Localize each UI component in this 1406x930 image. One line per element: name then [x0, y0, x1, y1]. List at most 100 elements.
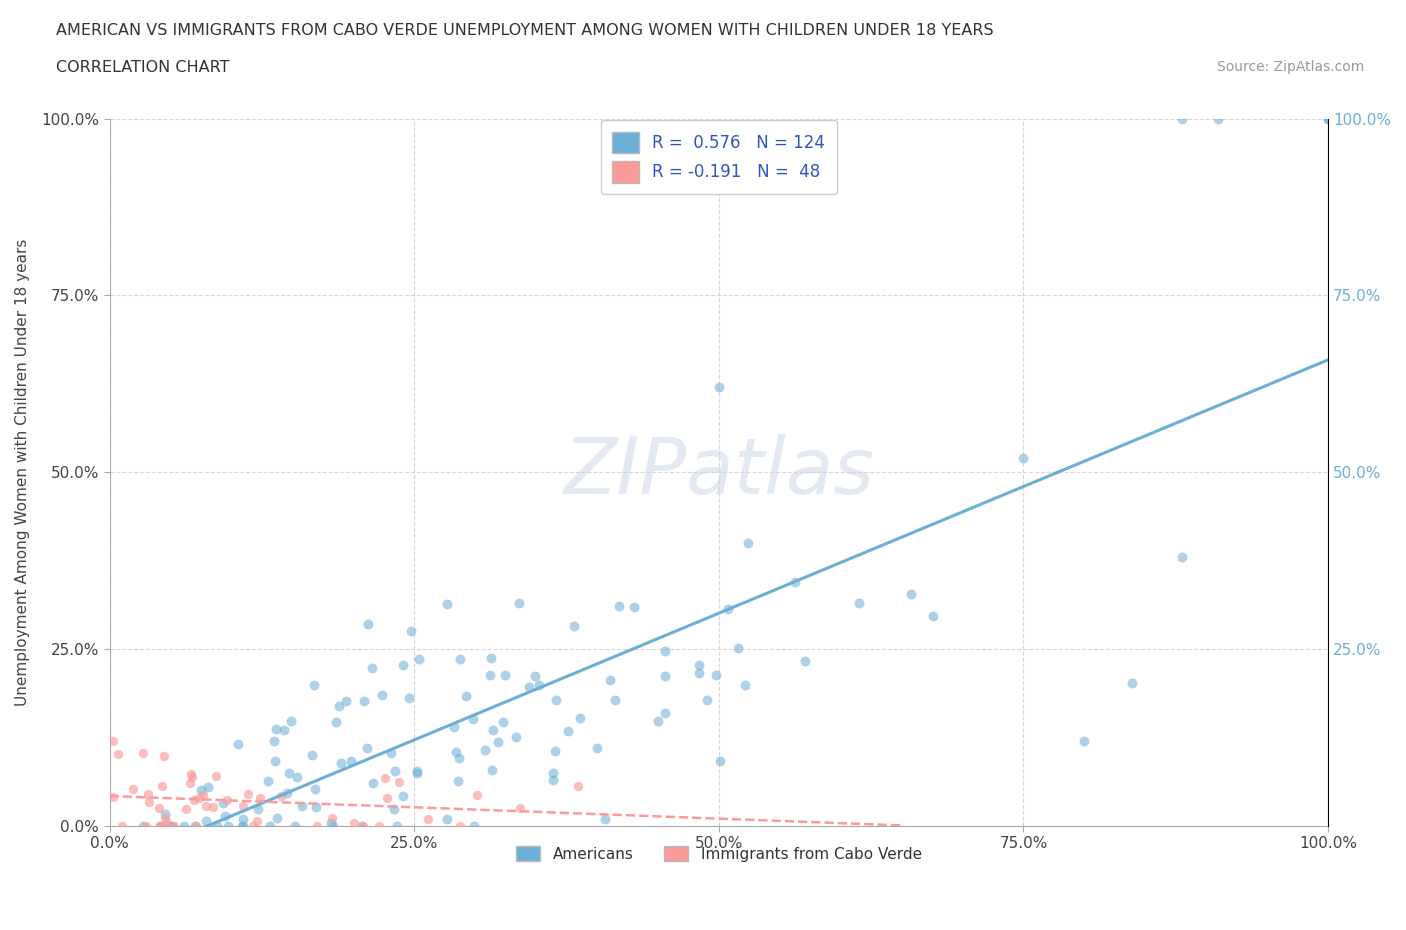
Point	[302, 677, 325, 692]
Point	[380, 745, 402, 760]
Point	[505, 730, 527, 745]
Point	[135, 818, 157, 833]
Point	[654, 669, 676, 684]
Point	[184, 818, 207, 833]
Point	[623, 600, 645, 615]
Text: CORRELATION CHART: CORRELATION CHART	[56, 60, 229, 75]
Point	[1121, 675, 1143, 690]
Point	[727, 641, 749, 656]
Point	[122, 781, 145, 796]
Point	[319, 816, 342, 830]
Point	[557, 724, 579, 738]
Point	[340, 754, 363, 769]
Point	[163, 818, 186, 833]
Point	[285, 770, 308, 785]
Point	[454, 688, 477, 703]
Point	[371, 687, 394, 702]
Point	[249, 790, 271, 805]
Point	[266, 810, 288, 825]
Point	[174, 802, 197, 817]
Point	[737, 536, 759, 551]
Point	[443, 719, 465, 734]
Point	[654, 644, 676, 658]
Point	[385, 818, 408, 833]
Point	[709, 753, 731, 768]
Point	[193, 788, 215, 803]
Point	[567, 778, 589, 793]
Point	[447, 773, 470, 788]
Point	[322, 818, 344, 833]
Point	[408, 652, 430, 667]
Point	[194, 798, 217, 813]
Point	[160, 818, 183, 833]
Point	[388, 775, 411, 790]
Point	[257, 774, 280, 789]
Point	[1208, 112, 1230, 126]
Point	[247, 802, 270, 817]
Point	[696, 693, 718, 708]
Point	[278, 765, 301, 780]
Point	[270, 789, 292, 804]
Point	[848, 595, 870, 610]
Point	[197, 779, 219, 794]
Point	[111, 818, 134, 833]
Point	[688, 658, 710, 672]
Point	[152, 749, 174, 764]
Text: ZIPatlas: ZIPatlas	[564, 434, 875, 511]
Text: AMERICAN VS IMMIGRANTS FROM CABO VERDE UNEMPLOYMENT AMONG WOMEN WITH CHILDREN UN: AMERICAN VS IMMIGRANTS FROM CABO VERDE U…	[56, 23, 994, 38]
Point	[508, 596, 530, 611]
Point	[136, 786, 159, 801]
Point	[374, 771, 396, 786]
Point	[524, 669, 547, 684]
Point	[335, 693, 357, 708]
Point	[900, 587, 922, 602]
Point	[405, 764, 427, 778]
Point	[205, 818, 228, 833]
Point	[353, 694, 375, 709]
Point	[1171, 112, 1194, 126]
Point	[307, 818, 329, 833]
Point	[195, 814, 218, 829]
Point	[190, 782, 212, 797]
Point	[280, 713, 302, 728]
Point	[212, 796, 235, 811]
Point	[103, 734, 125, 749]
Point	[1012, 451, 1035, 466]
Point	[179, 775, 201, 790]
Point	[479, 668, 502, 683]
Point	[215, 792, 238, 807]
Point	[236, 786, 259, 801]
Point	[461, 712, 484, 727]
Point	[491, 714, 513, 729]
Point	[155, 806, 177, 821]
Point	[246, 814, 269, 829]
Point	[232, 799, 254, 814]
Point	[463, 818, 485, 833]
Point	[406, 765, 429, 780]
Point	[494, 667, 516, 682]
Point	[399, 623, 422, 638]
Point	[704, 668, 727, 683]
Point	[352, 818, 374, 833]
Point	[232, 811, 254, 826]
Point	[444, 744, 467, 759]
Point	[107, 746, 129, 761]
Point	[305, 800, 328, 815]
Point	[150, 778, 173, 793]
Point	[157, 818, 180, 833]
Point	[607, 598, 630, 613]
Point	[564, 618, 586, 633]
Point	[595, 812, 617, 827]
Point	[132, 818, 155, 833]
Point	[187, 790, 209, 805]
Point	[527, 677, 550, 692]
Point	[717, 602, 740, 617]
Point	[541, 765, 564, 780]
Point	[1317, 112, 1340, 126]
Point	[325, 714, 347, 729]
Point	[284, 818, 307, 833]
Point	[1073, 734, 1095, 749]
Point	[449, 818, 471, 833]
Point	[449, 751, 471, 765]
Point	[922, 608, 945, 623]
